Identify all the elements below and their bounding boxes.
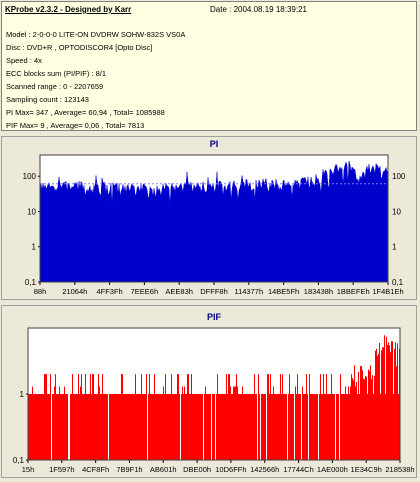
x-tick-label: 142566h (250, 465, 279, 474)
x-tick-label: 4FF3Fh (96, 287, 122, 296)
y-tick-label-right: 1 (392, 243, 397, 252)
pi-chart-panel: PI 100 100 10 10 1 1 0,1 0,1 88h 21064h 4FF3Fh 7EEE6… (1, 136, 417, 300)
x-tick-label: 4CF8Fh (82, 465, 109, 474)
x-tick-label: 218538h (385, 465, 414, 474)
y-tick-label: 0,1 (25, 278, 37, 287)
x-tick-label: 15h (22, 465, 35, 474)
x-tick-label: AEE83h (165, 287, 193, 296)
y-tick-label-right: 100 (392, 172, 406, 181)
y-tick-label-right: 0,1 (392, 278, 404, 287)
x-tick-label: 183438h (304, 287, 333, 296)
x-tick-label: DFFF8h (200, 287, 228, 296)
x-tick-label: 1F597h (49, 465, 74, 474)
info-speed: Speed : 4x (6, 56, 42, 65)
info-scanned-range: Scanned range : 0 - 2207659 (6, 82, 104, 91)
scan-date: Date : 2004.08.19 18:39:21 (210, 5, 307, 14)
y-tick-label: 1 (32, 243, 37, 252)
y-tick-label: 0,1 (13, 456, 25, 465)
y-tick-label: 10 (27, 207, 36, 216)
info-model: Model : 2-0-0-0 LITE-ON DVDRW SOHW-832S … (6, 30, 186, 39)
x-tick-label: 10D6FFh (215, 465, 246, 474)
x-tick-label: 114377h (234, 287, 263, 296)
x-tick-label: AB601h (150, 465, 177, 474)
info-sampling-count: Sampling count : 123143 (6, 95, 89, 104)
plot-frame (27, 327, 401, 461)
x-tick-label: 21064h (62, 287, 87, 296)
chart-title: PIF (207, 312, 222, 322)
x-tick-label: 1AE000h (317, 465, 348, 474)
info-ecc-blocks: ECC blocks sum (PI/PIF) : 8/1 (6, 69, 107, 78)
plot-frame (39, 154, 389, 283)
x-tick-label: 7EEE6h (131, 287, 159, 296)
info-disc: Disc : DVD+R , OPTODISCOR4 [Opto Disc] (6, 43, 153, 52)
pif-chart-panel: PIF 1 0,1 15h 1F597h 4CF8Fh 7B9F1h AB601h DBE00h… (1, 305, 417, 478)
info-panel: KProbe v2.3.2 - Designed by Karr Date : … (1, 1, 417, 131)
x-tick-label: 1BBEFEh (337, 287, 370, 296)
app-title: KProbe v2.3.2 - Designed by Karr (5, 5, 132, 14)
x-tick-label: DBE00h (183, 465, 211, 474)
chart-title: PI (210, 139, 219, 149)
x-tick-label: 7B9F1h (116, 465, 142, 474)
y-tick-label: 1 (20, 390, 25, 399)
x-tick-label: 14BE5Fh (268, 287, 299, 296)
pif-stats: PIF Max= 9 , Average= 0,06 , Total= 7813 (6, 121, 145, 130)
x-tick-label: 1E34C9h (351, 465, 382, 474)
x-tick-label: 17744Ch (283, 465, 313, 474)
y-tick-label: 100 (23, 172, 37, 181)
x-tick-label: 1F4B1Eh (372, 287, 403, 296)
y-tick-label-right: 10 (392, 207, 401, 216)
pi-area (39, 160, 389, 283)
pi-series (39, 160, 389, 283)
pi-stats: PI Max= 347 , Average= 60,94 , Total= 10… (6, 108, 165, 117)
x-tick-label: 88h (34, 287, 47, 296)
